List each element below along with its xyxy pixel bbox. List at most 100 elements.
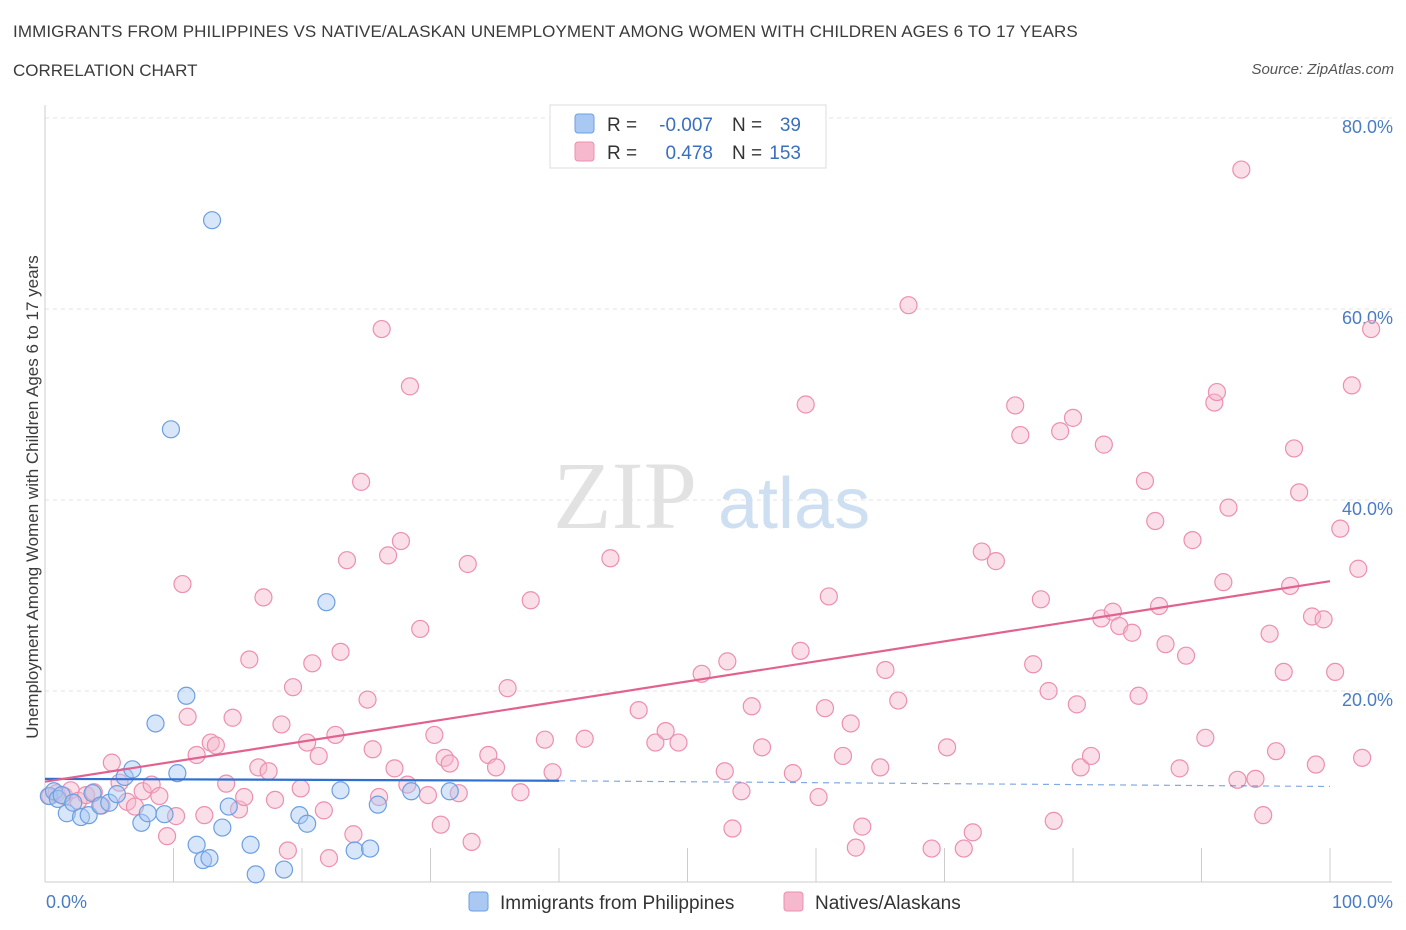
natives-point-82 xyxy=(742,697,761,716)
natives-point-54 xyxy=(400,377,420,396)
natives-point-150 xyxy=(1353,748,1372,767)
natives-point-110 xyxy=(1051,422,1070,441)
natives-point-44 xyxy=(344,825,363,844)
legend-swatch-philippines xyxy=(574,113,595,134)
natives-point-90 xyxy=(833,746,853,766)
natives-point-145 xyxy=(1314,610,1333,629)
bottom-legend-label-natives: Natives/Alaskans xyxy=(815,893,961,914)
natives-point-131 xyxy=(1214,573,1233,592)
bottom-legend: Immigrants from Philippines Natives/Alas… xyxy=(468,891,961,914)
natives-point-112 xyxy=(1067,695,1086,714)
natives-point-42 xyxy=(331,642,350,661)
y-tick-label-60: 60.0% xyxy=(1342,308,1393,328)
natives-point-87 xyxy=(809,787,828,807)
natives-point-19 xyxy=(187,745,206,765)
natives-point-94 xyxy=(871,758,890,777)
y-axis-label: Unemployment Among Women with Children A… xyxy=(23,255,42,739)
natives-point-88 xyxy=(815,699,835,718)
natives-point-23 xyxy=(217,774,236,793)
natives-point-27 xyxy=(240,650,259,669)
philippines-point-27 xyxy=(241,835,260,854)
philippines-point-11 xyxy=(107,785,127,804)
natives-point-139 xyxy=(1274,662,1293,682)
natives-point-134 xyxy=(1232,160,1251,179)
natives-point-105 xyxy=(1011,425,1030,445)
natives-point-68 xyxy=(521,591,540,610)
natives-point-58 xyxy=(431,815,450,834)
natives-point-80 xyxy=(723,819,742,838)
legend-n-label-2: N = xyxy=(732,143,762,164)
watermark-zip: ZIP xyxy=(553,442,697,549)
natives-point-109 xyxy=(1044,811,1063,830)
natives-point-128 xyxy=(1196,728,1215,747)
natives-point-28 xyxy=(249,758,268,777)
natives-point-78 xyxy=(715,762,734,781)
natives-point-22 xyxy=(206,736,226,755)
natives-point-132 xyxy=(1219,498,1238,517)
natives-point-14 xyxy=(150,786,169,806)
natives-point-8 xyxy=(102,753,121,772)
philippines-point-15 xyxy=(138,804,157,823)
natives-point-66 xyxy=(498,679,517,698)
legend-r-value-1: -0.007 xyxy=(659,115,713,136)
natives-point-148 xyxy=(1342,376,1361,395)
natives-point-31 xyxy=(265,790,285,809)
natives-point-98 xyxy=(922,839,941,858)
legend-box: R = -0.007 N = 39 R = 0.478 N = 153 xyxy=(549,104,827,169)
natives-point-119 xyxy=(1123,623,1142,642)
trend-line-natives xyxy=(44,580,1331,783)
natives-point-142 xyxy=(1290,483,1309,502)
natives-point-116 xyxy=(1094,435,1113,454)
philippines-point-5 xyxy=(64,793,83,812)
natives-point-102 xyxy=(972,542,991,561)
philippines-point-19 xyxy=(168,764,187,783)
philippines-point-16 xyxy=(146,714,165,733)
natives-point-71 xyxy=(575,729,594,748)
natives-point-122 xyxy=(1146,511,1165,531)
legend-r-value-2: 0.478 xyxy=(665,143,713,164)
chart-title: IMMIGRANTS FROM PHILIPPINES VS NATIVE/AL… xyxy=(13,22,1078,41)
natives-point-61 xyxy=(449,784,468,803)
natives-point-93 xyxy=(853,817,872,836)
natives-point-121 xyxy=(1135,471,1155,490)
natives-point-63 xyxy=(462,832,481,851)
natives-point-137 xyxy=(1260,624,1279,643)
natives-point-38 xyxy=(309,746,328,766)
natives-point-24 xyxy=(223,708,242,727)
philippines-point-38 xyxy=(440,782,459,801)
natives-point-99 xyxy=(937,738,957,757)
natives-point-108 xyxy=(1039,681,1058,701)
philippines-point-28 xyxy=(246,865,265,884)
natives-point-26 xyxy=(235,787,254,807)
natives-point-133 xyxy=(1228,770,1247,789)
natives-point-151 xyxy=(1362,319,1381,339)
natives-point-126 xyxy=(1176,646,1196,665)
natives-point-62 xyxy=(458,554,477,574)
source-label: Source: ZipAtlas.com xyxy=(1251,61,1394,78)
natives-point-129 xyxy=(1205,393,1224,412)
natives-point-16 xyxy=(166,807,186,826)
series-natives-alaskans-points xyxy=(41,160,1381,868)
natives-point-114 xyxy=(1081,746,1101,766)
natives-point-46 xyxy=(358,690,377,709)
natives-point-136 xyxy=(1254,806,1273,825)
philippines-point-33 xyxy=(331,781,350,800)
natives-point-104 xyxy=(1006,396,1025,415)
natives-point-73 xyxy=(629,700,648,720)
philippines-point-14 xyxy=(132,813,151,832)
philippines-point-23 xyxy=(200,849,219,868)
grid-lines xyxy=(45,117,1392,692)
natives-point-130 xyxy=(1207,382,1227,402)
natives-point-149 xyxy=(1349,559,1368,578)
natives-point-15 xyxy=(157,827,177,846)
natives-point-21 xyxy=(201,733,220,752)
natives-point-49 xyxy=(372,319,391,339)
natives-point-69 xyxy=(535,730,554,749)
natives-point-30 xyxy=(259,762,278,781)
natives-point-95 xyxy=(876,660,895,680)
natives-point-12 xyxy=(133,782,152,801)
natives-point-144 xyxy=(1306,755,1325,774)
chart-subtitle: CORRELATION CHART xyxy=(13,61,198,80)
natives-point-97 xyxy=(899,296,918,315)
